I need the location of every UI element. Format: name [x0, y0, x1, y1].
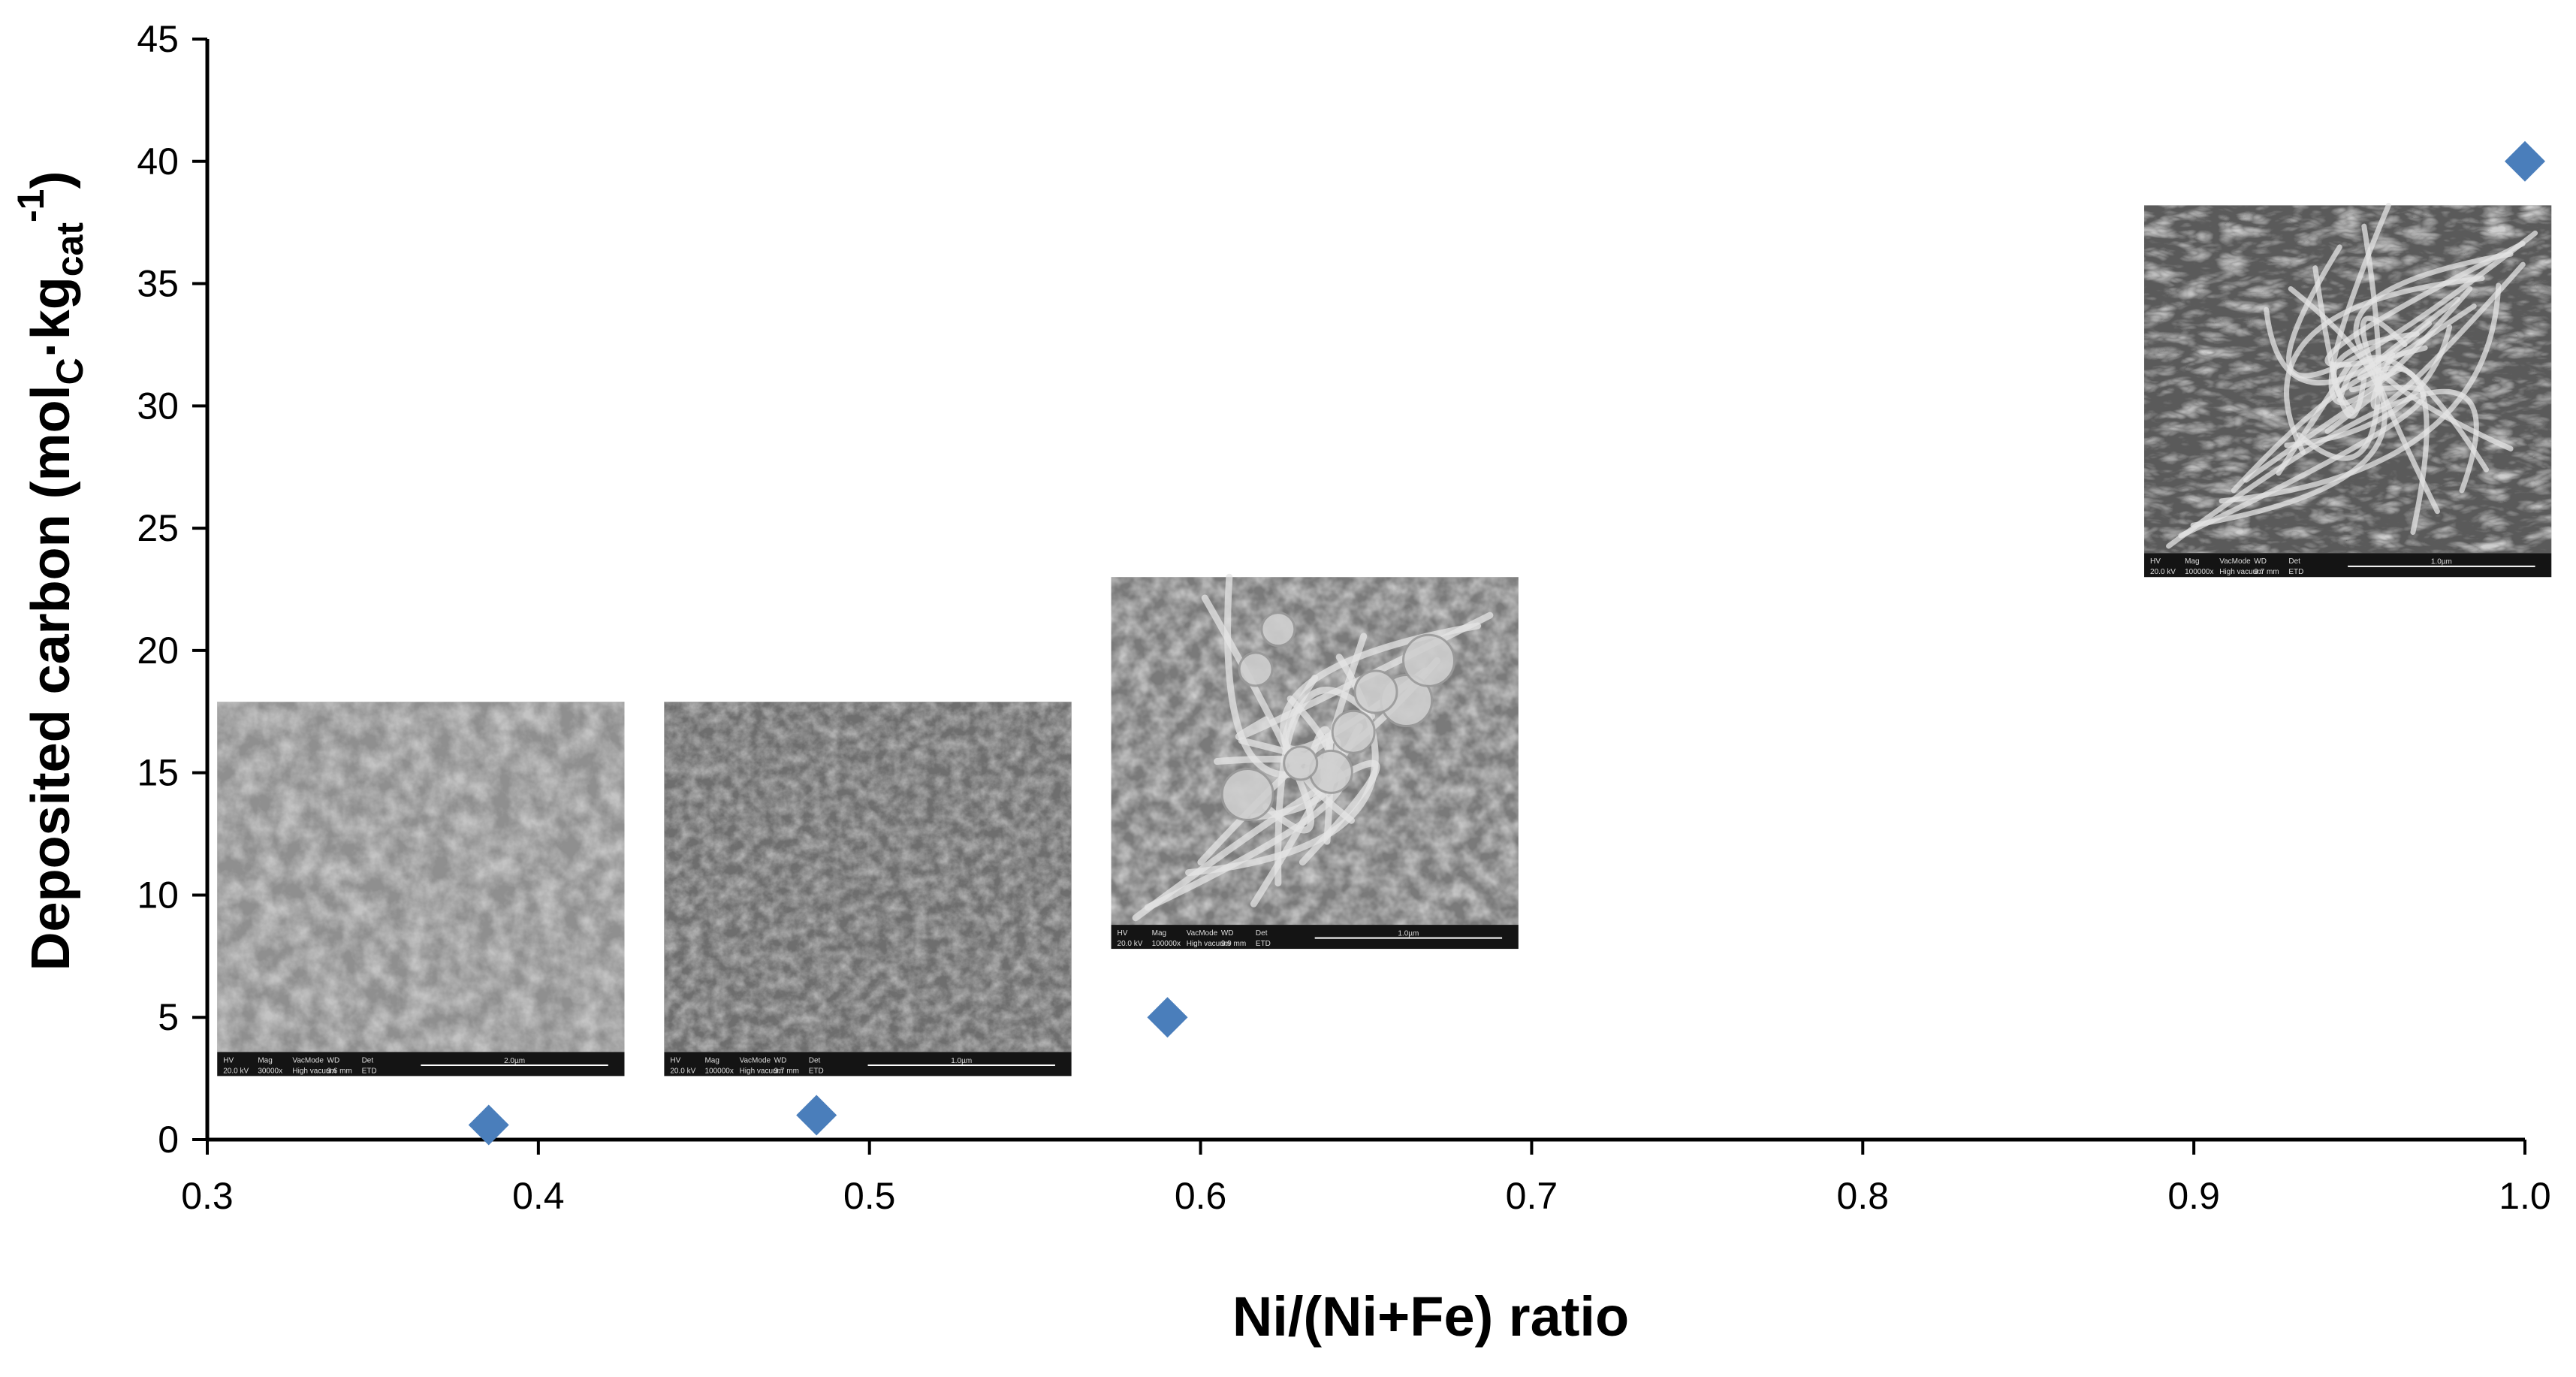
sem-caption-text: High vacuum: [2219, 568, 2263, 576]
y-title-sub-cat: cat: [49, 222, 91, 277]
sem-caption-text: High vacuum: [1187, 940, 1230, 948]
sem-caption-text: Mag: [704, 1056, 719, 1064]
y-tick-label: 15: [137, 752, 179, 794]
data-point-diamond: [2505, 140, 2545, 182]
sem-caption-text: 100000x: [704, 1067, 733, 1075]
sem-caption-text: ETD: [2288, 568, 2303, 576]
sem-caption-text: 20.0 kV: [670, 1067, 695, 1075]
data-point-diamond: [1147, 997, 1188, 1038]
data-point-diamond: [796, 1095, 837, 1136]
x-tick-label: 0.7: [1506, 1175, 1558, 1217]
sem-caption-text: High vacuum: [740, 1067, 783, 1075]
sem-caption-text: 9.9 mm: [1221, 940, 1246, 948]
x-tick-label: 0.9: [2167, 1175, 2220, 1217]
y-tick-label: 45: [137, 18, 179, 60]
sem-caption-text: Det: [362, 1056, 374, 1064]
y-axis-title: Deposited carbon (molC·kgcat-1): [10, 171, 91, 971]
x-tick-label: 0.5: [843, 1175, 896, 1217]
sem-caption-text: 1.0µm: [1398, 929, 1419, 938]
y-tick-label: 0: [158, 1119, 179, 1161]
x-tick-label: 0.3: [181, 1175, 234, 1217]
sem-caption-text: VacMode: [292, 1056, 324, 1064]
sem-caption-text: Mag: [2185, 557, 2199, 566]
sem-caption-text: ETD: [809, 1067, 824, 1075]
sem-caption-text: 1.0µm: [2431, 558, 2452, 566]
sem-caption-text: Det: [809, 1056, 821, 1064]
sem-caption-text: High vacuum: [292, 1067, 336, 1075]
y-tick-label: 35: [137, 263, 179, 305]
y-title-mid: ·kg: [21, 276, 81, 358]
x-tick-label: 1.0: [2499, 1175, 2551, 1217]
sem-caption-text: WD: [774, 1056, 787, 1064]
sem-caption-text: 20.0 kV: [2150, 568, 2176, 576]
y-tick-label: 25: [137, 507, 179, 549]
sem-caption-text: ETD: [1256, 940, 1271, 948]
sem-caption-text: 9.7 mm: [2254, 568, 2279, 576]
sem-caption-text: WD: [1221, 929, 1234, 938]
x-tick-label: 0.6: [1175, 1175, 1227, 1217]
sem-micrograph-inset: HV Mag VacMode WD Det 20.0 kV 100000x High vacu…: [2144, 202, 2552, 578]
sem-caption-text: VacMode: [2219, 557, 2251, 566]
sem-caption-text: 20.0 kV: [1118, 940, 1143, 948]
y-title-prefix: Deposited carbon (mol: [21, 385, 81, 971]
sem-caption-text: 100000x: [2185, 568, 2213, 576]
y-title-sub-c: C: [49, 358, 91, 385]
x-tick-label: 0.8: [1837, 1175, 1890, 1217]
y-tick-label: 30: [137, 385, 179, 427]
plot-axes: 0.3 0.4 0.5 0.6 0.7 0.8 0.9 1.0 0 5 10 15 20 25 30 35 4…: [137, 18, 2550, 1217]
x-axis-ticks: 0.3 0.4 0.5 0.6 0.7 0.8 0.9 1.0: [181, 1140, 2551, 1217]
sem-micrograph-inset: HV Mag VacMode WD Det 20.0 kV 100000x High vacu…: [1111, 573, 1519, 950]
sem-caption-text: HV: [223, 1056, 234, 1064]
sem-caption-text: WD: [327, 1056, 340, 1064]
sem-caption-text: 2.0µm: [504, 1057, 525, 1065]
sem-caption-text: Mag: [1152, 929, 1166, 938]
sem-caption-text: WD: [2254, 557, 2267, 566]
sem-caption-text: HV: [1118, 929, 1128, 938]
sem-micrograph-inset: HV Mag VacMode WD Det 20.0 kV 100000x High vacu…: [664, 702, 1072, 1077]
data-point-diamond: [468, 1104, 509, 1146]
y-tick-label: 10: [137, 874, 179, 916]
sem-caption-text: 9.7 mm: [774, 1067, 799, 1075]
y-tick-label: 5: [158, 996, 179, 1038]
sem-caption-text: 30000x: [258, 1067, 282, 1075]
x-tick-label: 0.4: [512, 1175, 565, 1217]
sem-caption-text: 20.0 kV: [223, 1067, 249, 1075]
sem-caption-text: ETD: [362, 1067, 377, 1075]
sem-caption-text: HV: [670, 1056, 680, 1064]
sem-caption-text: VacMode: [1187, 929, 1218, 938]
data-points: [468, 140, 2545, 1146]
x-axis-title: Ni/(Ni+Fe) ratio: [1232, 1285, 1629, 1348]
sem-caption-text: Det: [1256, 929, 1268, 938]
sem-caption-text: 100000x: [1152, 940, 1181, 948]
sem-caption-text: Mag: [258, 1056, 272, 1064]
sem-micrograph-inset: HV Mag VacMode WD Det 20.0 kV 30000x High vacuu…: [217, 702, 625, 1077]
y-axis-ticks: 0 5 10 15 20 25 30 35 40 45: [137, 18, 207, 1161]
sem-caption-text: HV: [2150, 557, 2161, 566]
y-title-sup: -1: [10, 189, 52, 222]
sem-caption-text: 9.6 mm: [327, 1067, 352, 1075]
y-tick-label: 40: [137, 140, 179, 183]
y-tick-label: 20: [137, 630, 179, 672]
sem-caption-text: VacMode: [740, 1056, 771, 1064]
sem-caption-text: Det: [2288, 557, 2300, 566]
y-title-suffix: ): [21, 171, 81, 189]
sem-caption-text: 1.0µm: [951, 1057, 972, 1065]
